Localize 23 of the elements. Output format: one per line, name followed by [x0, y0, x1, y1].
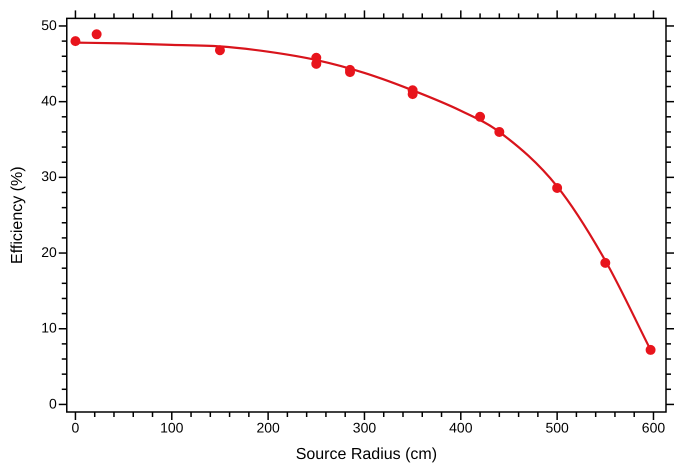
- point: [214, 45, 225, 56]
- y-tick-label: 20: [41, 244, 57, 260]
- y-tick-label: 0: [48, 395, 57, 412]
- point: [646, 344, 656, 355]
- y-axis-title: Efficiency (%): [9, 166, 26, 264]
- y-tick-label: 30: [41, 168, 57, 184]
- x-tick-label: 100: [160, 419, 184, 436]
- x-axis-title: Source Radius (cm): [296, 446, 438, 463]
- y-tick-label: 40: [41, 92, 57, 109]
- point: [475, 112, 486, 122]
- x-tick-label: 500: [545, 419, 570, 436]
- x-tick-label: 600: [642, 419, 666, 436]
- x-tick-label: 300: [352, 419, 376, 436]
- point: [70, 36, 80, 46]
- point: [600, 258, 610, 268]
- point: [92, 29, 102, 40]
- y-tick-label: 50: [41, 16, 57, 33]
- x-tick-label: 200: [256, 419, 280, 436]
- point: [494, 126, 504, 137]
- x-tick-label: 400: [449, 419, 473, 436]
- y-tick-label: 10: [41, 320, 57, 336]
- x-tick-label: 0: [72, 419, 80, 436]
- point: [552, 182, 562, 193]
